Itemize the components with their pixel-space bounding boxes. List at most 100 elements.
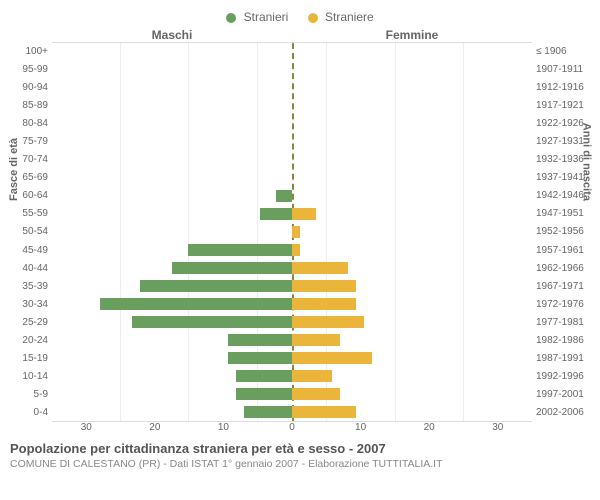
y-tick-birth: 1957-1961 — [532, 241, 590, 259]
bar-row — [52, 385, 532, 403]
x-tick: 10 — [326, 422, 395, 433]
y-tick-birth: 1987-1991 — [532, 350, 590, 368]
bar-female — [292, 370, 332, 382]
y-tick-birth: ≤ 1906 — [532, 42, 590, 60]
plot-area — [52, 42, 532, 422]
legend-label-male: Stranieri — [244, 10, 289, 24]
x-tick: 20 — [395, 422, 464, 433]
bar-male — [228, 334, 292, 346]
y-axis-left: 100+95-9990-9485-8980-8475-7970-7465-696… — [10, 42, 52, 422]
bar-row — [52, 403, 532, 421]
bar-row — [52, 277, 532, 295]
bar-male — [236, 370, 292, 382]
bar-female — [292, 280, 356, 292]
bar-female — [292, 334, 340, 346]
header-male: Maschi — [52, 28, 292, 42]
y-tick-age: 80-84 — [10, 114, 52, 132]
y-tick-age: 100+ — [10, 42, 52, 60]
y-tick-birth: 1977-1981 — [532, 313, 590, 331]
bar-row — [52, 169, 532, 187]
y-tick-age: 30-34 — [10, 295, 52, 313]
chart-title: Popolazione per cittadinanza straniera p… — [10, 441, 590, 456]
bar-male — [228, 352, 292, 364]
bar-male — [140, 280, 292, 292]
y-tick-birth: 1952-1956 — [532, 223, 590, 241]
x-tick: 20 — [121, 422, 190, 433]
y-tick-age: 0-4 — [10, 404, 52, 422]
bar-row — [52, 43, 532, 61]
x-tick: 0 — [258, 422, 327, 433]
y-tick-age: 40-44 — [10, 259, 52, 277]
legend-label-female: Straniere — [325, 10, 374, 24]
bar-row — [52, 205, 532, 223]
bar-row — [52, 331, 532, 349]
y-tick-age: 10-14 — [10, 368, 52, 386]
bar-row — [52, 151, 532, 169]
y-tick-age: 45-49 — [10, 241, 52, 259]
x-axis: 3020100102030 — [52, 422, 532, 433]
x-tick: 10 — [189, 422, 258, 433]
y-axis-label-right: Anni di nascita — [580, 122, 592, 200]
y-tick-birth: 1962-1966 — [532, 259, 590, 277]
bar-row — [52, 97, 532, 115]
bar-male — [244, 406, 292, 418]
bar-male — [172, 262, 292, 274]
y-tick-birth: 1907-1911 — [532, 60, 590, 78]
y-tick-birth: 1972-1976 — [532, 295, 590, 313]
y-tick-birth: 1967-1971 — [532, 277, 590, 295]
y-tick-age: 50-54 — [10, 223, 52, 241]
y-tick-age: 55-59 — [10, 205, 52, 223]
chart-container: Fasce di età Anni di nascita Maschi Femm… — [10, 28, 590, 433]
y-tick-birth: 2002-2006 — [532, 404, 590, 422]
bars-layer — [52, 43, 532, 421]
y-tick-birth: 1947-1951 — [532, 205, 590, 223]
y-tick-age: 90-94 — [10, 78, 52, 96]
y-tick-age: 5-9 — [10, 386, 52, 404]
bar-row — [52, 241, 532, 259]
y-tick-birth: 1997-2001 — [532, 386, 590, 404]
bar-row — [52, 133, 532, 151]
bar-row — [52, 187, 532, 205]
bar-female — [292, 226, 300, 238]
bar-row — [52, 61, 532, 79]
legend-item-male: Stranieri — [226, 10, 288, 24]
bar-male — [276, 190, 292, 202]
chart-subtitle: COMUNE DI CALESTANO (PR) - Dati ISTAT 1°… — [10, 458, 590, 470]
legend: Stranieri Straniere — [10, 10, 590, 24]
bar-female — [292, 298, 356, 310]
y-tick-birth: 1912-1916 — [532, 78, 590, 96]
bar-female — [292, 352, 372, 364]
bar-row — [52, 259, 532, 277]
x-tick: 30 — [463, 422, 532, 433]
bar-female — [292, 406, 356, 418]
x-tick: 30 — [52, 422, 121, 433]
y-tick-age: 15-19 — [10, 350, 52, 368]
legend-item-female: Straniere — [308, 10, 374, 24]
bar-male — [260, 208, 292, 220]
bar-female — [292, 262, 348, 274]
columns-header: Maschi Femmine — [52, 28, 532, 42]
bar-row — [52, 223, 532, 241]
bar-male — [236, 388, 292, 400]
header-female: Femmine — [292, 28, 532, 42]
y-tick-birth: 1992-1996 — [532, 368, 590, 386]
bar-row — [52, 79, 532, 97]
bar-row — [52, 313, 532, 331]
bar-male — [100, 298, 292, 310]
chart-body: 100+95-9990-9485-8980-8475-7970-7465-696… — [10, 42, 590, 422]
bar-female — [292, 316, 364, 328]
y-axis-right: ≤ 19061907-19111912-19161917-19211922-19… — [532, 42, 590, 422]
y-tick-age: 20-24 — [10, 332, 52, 350]
bar-female — [292, 244, 300, 256]
legend-swatch-female — [308, 13, 318, 23]
bar-male — [188, 244, 292, 256]
bar-row — [52, 349, 532, 367]
bar-row — [52, 115, 532, 133]
y-tick-age: 95-99 — [10, 60, 52, 78]
bar-female — [292, 388, 340, 400]
y-tick-age: 25-29 — [10, 313, 52, 331]
bar-female — [292, 208, 316, 220]
bar-male — [132, 316, 292, 328]
bar-row — [52, 295, 532, 313]
bar-row — [52, 367, 532, 385]
